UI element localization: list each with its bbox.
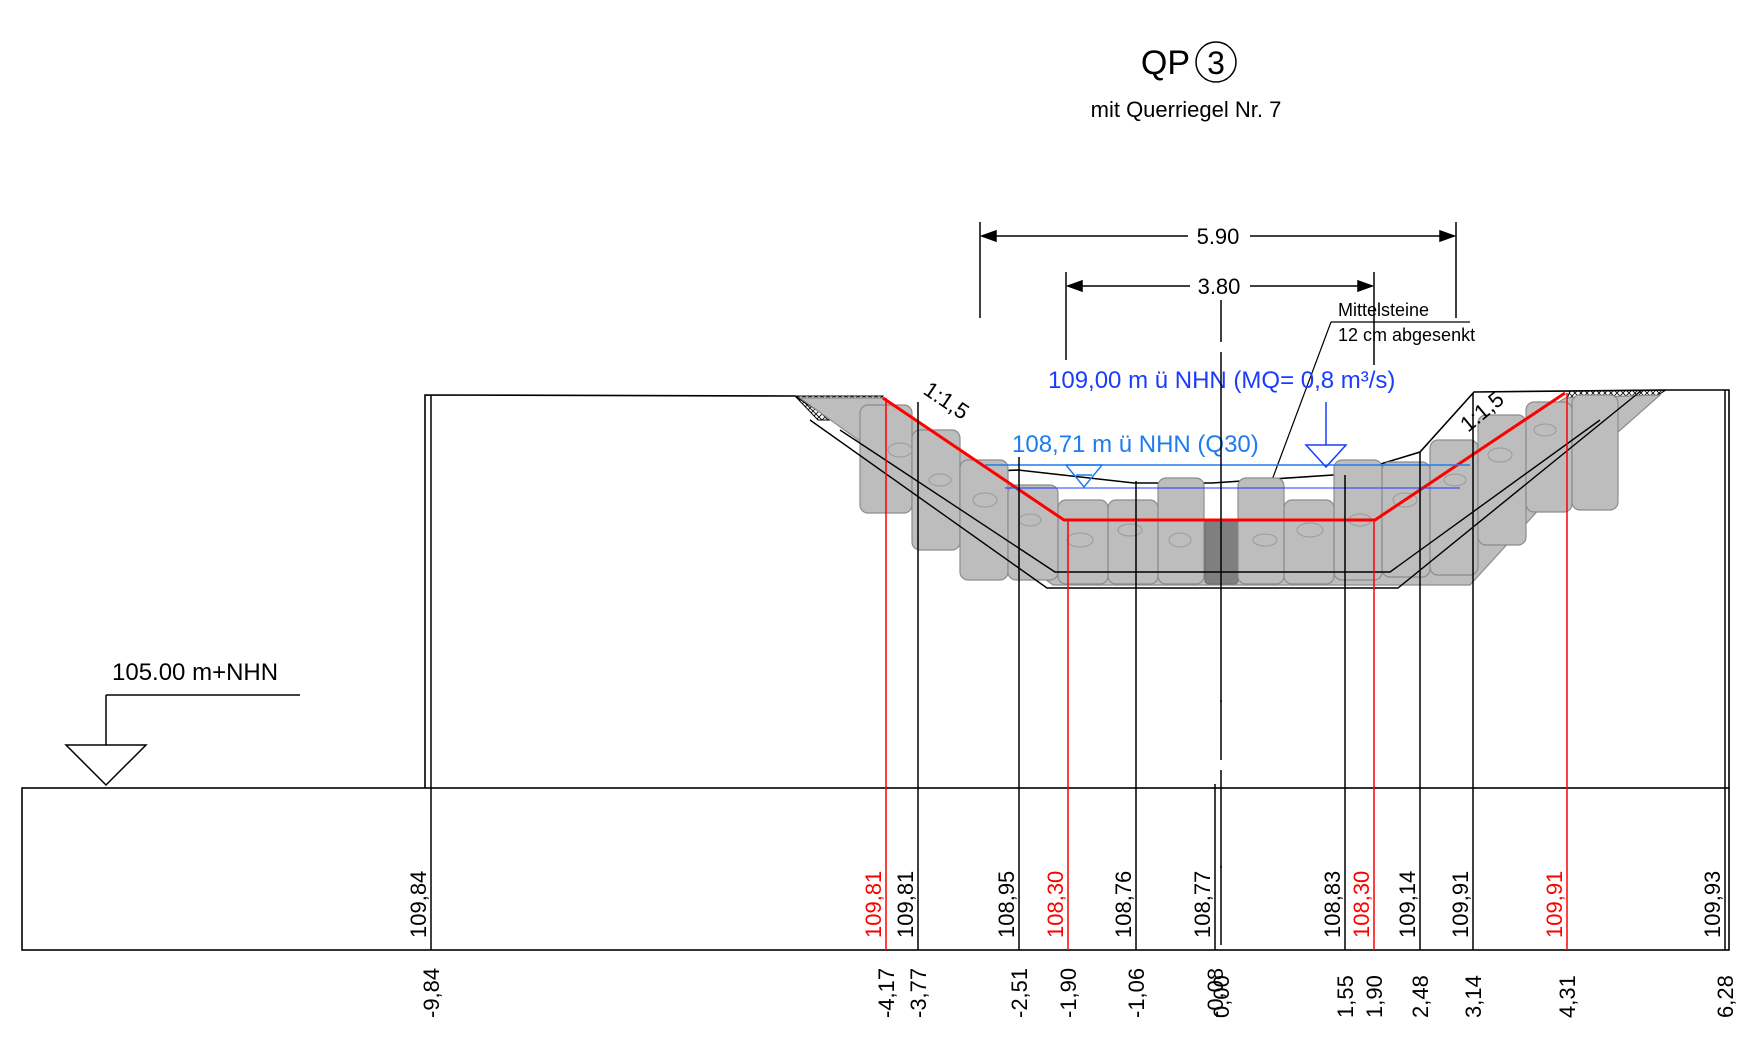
section-number: 3 (1207, 45, 1225, 81)
station-label: -0,08 (1203, 968, 1228, 1018)
station-height-label: 109,91 (1448, 871, 1473, 938)
station-height-label: 108,83 (1320, 871, 1345, 938)
station-height-label: 109,93 (1700, 871, 1725, 938)
station-label: -2,51 (1007, 968, 1032, 1018)
section-subtitle: mit Querriegel Nr. 7 (1091, 97, 1282, 122)
design-profile-line (882, 391, 1566, 522)
station-label: 3,14 (1461, 975, 1486, 1018)
water-label-q30: 108,71 m ü NHN (Q30) (1012, 431, 1259, 458)
station-lines: 109,84 -9,84 109,81 -4,17 109,81 -3,77 108,95 -… (406, 390, 1738, 1018)
excavation-line-inner (839, 419, 1601, 573)
station-label: 2,48 (1408, 975, 1433, 1018)
station-label: 6,28 (1713, 975, 1738, 1018)
station-height-label: 108,95 (994, 871, 1019, 938)
station-height-label: 108,30 (1043, 871, 1068, 938)
section-title: QP 3 mit Querriegel Nr. 7 (1091, 41, 1282, 122)
water-symbol-mq (1304, 402, 1348, 469)
station-height-label: 109,81 (893, 871, 918, 938)
station-height-label: 109,81 (861, 871, 886, 938)
station-label: -4,17 (874, 968, 899, 1018)
slope-label-left: 1:1,5 (919, 376, 974, 424)
mittelsteine-leader (1271, 321, 1470, 481)
section-code: QP (1141, 44, 1190, 82)
station-table (21, 787, 1730, 951)
excavation-line-outer (809, 389, 1643, 589)
datum-label: 105.00 m+NHN (112, 659, 278, 686)
dimension-inner-label: 3.80 (1198, 274, 1241, 299)
station-label: -3,77 (906, 968, 931, 1018)
station-label: -1,90 (1056, 968, 1081, 1018)
station-label: 4,31 (1555, 975, 1580, 1018)
station-height-label: 108,77 (1190, 871, 1215, 938)
station-label: -1,06 (1124, 968, 1149, 1018)
section-number-circle (1195, 41, 1237, 83)
station-height-label: 108,30 (1349, 871, 1374, 938)
station-label: 0,00 (1209, 975, 1234, 1018)
station-label: -9,84 (419, 968, 444, 1018)
dimension-inner (1065, 272, 1375, 365)
station-height-label: 109,84 (406, 871, 431, 938)
mittelsteine-label-line1: Mittelsteine (1338, 300, 1429, 320)
dimension-outer-label: 5.90 (1197, 224, 1240, 249)
station-height-label: 108,76 (1111, 871, 1136, 938)
dimension-outer (979, 222, 1457, 318)
water-symbol-q30 (1064, 464, 1104, 489)
station-height-label: 109,91 (1542, 871, 1567, 938)
stone-riprap (798, 394, 1662, 586)
station-label: 1,55 (1333, 975, 1358, 1018)
station-label: 1,90 (1362, 975, 1387, 1018)
station-height-label: 109,14 (1395, 871, 1420, 938)
datum-marker (64, 694, 300, 787)
mittelsteine-label-line2: 12 cm abgesenkt (1338, 325, 1475, 345)
